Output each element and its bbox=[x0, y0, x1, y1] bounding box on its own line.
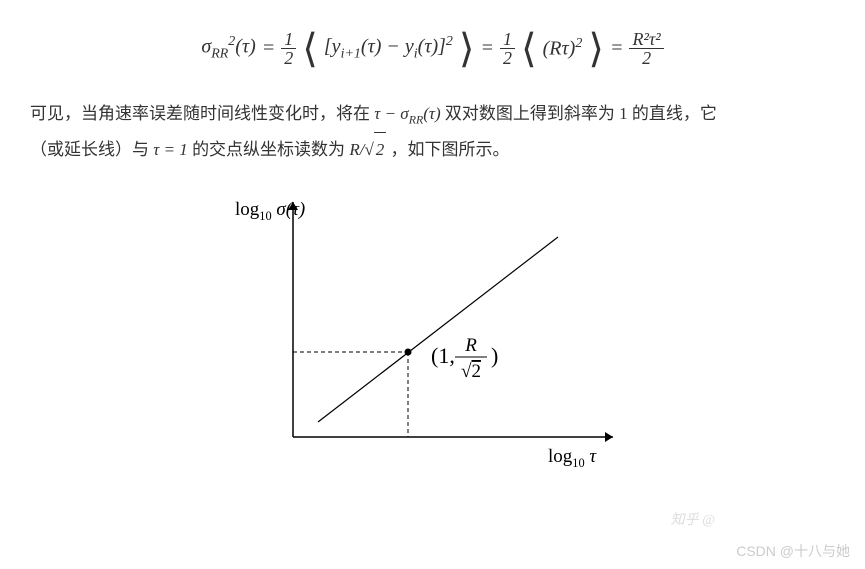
eq-eq3: = bbox=[610, 37, 624, 60]
paragraph-line-2: （或延长线）与 τ = 1 的交点纵坐标读数为 R/√2 ，如下图所示。 bbox=[30, 132, 835, 167]
eq-eq1: = bbox=[262, 37, 276, 60]
log-log-chart: log10 σ(τ) log10 τ (1, R √2) bbox=[213, 177, 653, 497]
angle-r-2: ⟩ bbox=[588, 33, 604, 65]
chart-svg: log10 σ(τ) log10 τ (1, R √2) bbox=[213, 177, 653, 497]
svg-text:(1,: (1, bbox=[431, 343, 455, 368]
eq-lhs: σRR2(τ) bbox=[201, 34, 255, 63]
angle-r-1: ⟩ bbox=[459, 33, 475, 65]
eq-final-frac: R²τ² 2 bbox=[629, 30, 663, 67]
watermark-zhihu: 知乎 @ bbox=[671, 509, 715, 529]
svg-text:R: R bbox=[464, 335, 477, 356]
svg-text:log10 σ(τ): log10 σ(τ) bbox=[235, 199, 305, 223]
angle-l-2: ⟨ bbox=[521, 33, 537, 65]
equation-block: σRR2(τ) = 1 2 ⟨ [yi+1(τ) − yi(τ)]2 ⟩ = 1… bbox=[0, 0, 865, 67]
paragraph-line-1: 可见，当角速率误差随时间线性变化时，将在 τ − σRR(τ) 双对数图上得到斜… bbox=[30, 97, 835, 132]
svg-text:): ) bbox=[491, 343, 498, 368]
eq-half-2: 1 2 bbox=[500, 30, 515, 67]
eq-eq2: = bbox=[481, 37, 495, 60]
eq-bracket-expr: [yi+1(τ) − yi(τ)]2 bbox=[324, 34, 453, 63]
svg-text:log10 τ: log10 τ bbox=[548, 446, 597, 470]
eq-half-1: 1 2 bbox=[281, 30, 296, 67]
description-paragraph: 可见，当角速率误差随时间线性变化时，将在 τ − σRR(τ) 双对数图上得到斜… bbox=[0, 67, 865, 167]
eq-rtau: (Rτ)2 bbox=[543, 36, 583, 61]
angle-l-1: ⟨ bbox=[302, 33, 318, 65]
equation: σRR2(τ) = 1 2 ⟨ [yi+1(τ) − yi(τ)]2 ⟩ = 1… bbox=[0, 30, 865, 67]
svg-text:√2: √2 bbox=[461, 361, 481, 382]
watermark-csdn: CSDN @十八与她 bbox=[736, 541, 850, 561]
